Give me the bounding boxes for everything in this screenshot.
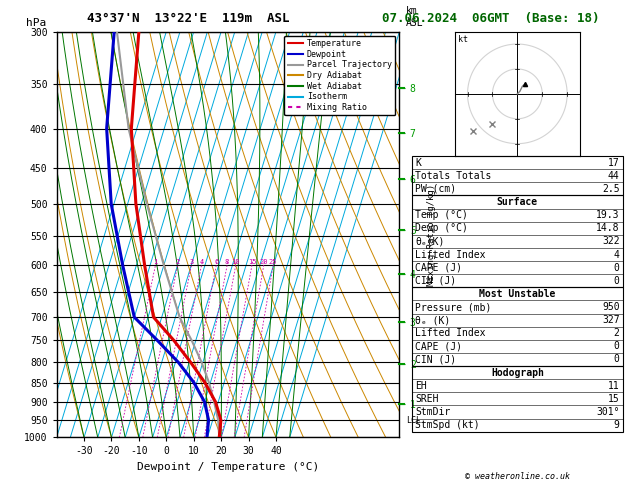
Text: 17: 17	[608, 157, 620, 168]
Text: CIN (J): CIN (J)	[415, 354, 456, 364]
Text: 10: 10	[231, 259, 240, 265]
Text: 4: 4	[199, 259, 204, 265]
Text: Lifted Index: Lifted Index	[415, 328, 486, 338]
Text: hPa: hPa	[26, 17, 46, 28]
Text: 301°: 301°	[596, 407, 620, 417]
Text: 6: 6	[214, 259, 218, 265]
Text: 0: 0	[614, 262, 620, 273]
Text: CAPE (J): CAPE (J)	[415, 262, 462, 273]
Text: 950: 950	[602, 302, 620, 312]
Text: StmSpd (kt): StmSpd (kt)	[415, 420, 480, 430]
Text: Mixing Ratio (g/kg): Mixing Ratio (g/kg)	[427, 183, 436, 286]
Text: Surface: Surface	[497, 197, 538, 207]
Text: θₑ(K): θₑ(K)	[415, 236, 445, 246]
Text: Most Unstable: Most Unstable	[479, 289, 555, 299]
Text: 25: 25	[269, 259, 277, 265]
Text: 3: 3	[189, 259, 194, 265]
Text: θₑ (K): θₑ (K)	[415, 315, 450, 325]
Text: 44: 44	[608, 171, 620, 181]
Text: kt: kt	[457, 35, 467, 44]
Text: CAPE (J): CAPE (J)	[415, 341, 462, 351]
Text: LCL: LCL	[406, 416, 421, 425]
Text: 8: 8	[225, 259, 229, 265]
Text: 07.06.2024  06GMT  (Base: 18): 07.06.2024 06GMT (Base: 18)	[382, 12, 599, 25]
Text: 1: 1	[153, 259, 158, 265]
Text: km
ASL: km ASL	[406, 6, 424, 28]
Text: Pressure (mb): Pressure (mb)	[415, 302, 491, 312]
Text: 4: 4	[614, 249, 620, 260]
Text: 14.8: 14.8	[596, 223, 620, 233]
Text: 0: 0	[614, 276, 620, 286]
Text: 43°37'N  13°22'E  119m  ASL: 43°37'N 13°22'E 119m ASL	[87, 12, 290, 25]
Text: EH: EH	[415, 381, 427, 391]
Text: 2.5: 2.5	[602, 184, 620, 194]
Text: 11: 11	[608, 381, 620, 391]
Text: 20: 20	[260, 259, 268, 265]
Text: CIN (J): CIN (J)	[415, 276, 456, 286]
Text: K: K	[415, 157, 421, 168]
Text: Hodograph: Hodograph	[491, 367, 544, 378]
Text: © weatheronline.co.uk: © weatheronline.co.uk	[465, 472, 570, 481]
Text: 9: 9	[614, 420, 620, 430]
Text: Lifted Index: Lifted Index	[415, 249, 486, 260]
Text: 0: 0	[614, 354, 620, 364]
Text: 15: 15	[248, 259, 256, 265]
Text: Totals Totals: Totals Totals	[415, 171, 491, 181]
Text: 19.3: 19.3	[596, 210, 620, 220]
Text: 2: 2	[175, 259, 180, 265]
Text: 2: 2	[614, 328, 620, 338]
Text: Temp (°C): Temp (°C)	[415, 210, 468, 220]
Text: Dewp (°C): Dewp (°C)	[415, 223, 468, 233]
Legend: Temperature, Dewpoint, Parcel Trajectory, Dry Adiabat, Wet Adiabat, Isotherm, Mi: Temperature, Dewpoint, Parcel Trajectory…	[284, 36, 395, 115]
X-axis label: Dewpoint / Temperature (°C): Dewpoint / Temperature (°C)	[137, 462, 319, 472]
Text: PW (cm): PW (cm)	[415, 184, 456, 194]
Text: 327: 327	[602, 315, 620, 325]
Text: 322: 322	[602, 236, 620, 246]
Text: 0: 0	[614, 341, 620, 351]
Text: SREH: SREH	[415, 394, 438, 404]
Text: 15: 15	[608, 394, 620, 404]
Text: StmDir: StmDir	[415, 407, 450, 417]
